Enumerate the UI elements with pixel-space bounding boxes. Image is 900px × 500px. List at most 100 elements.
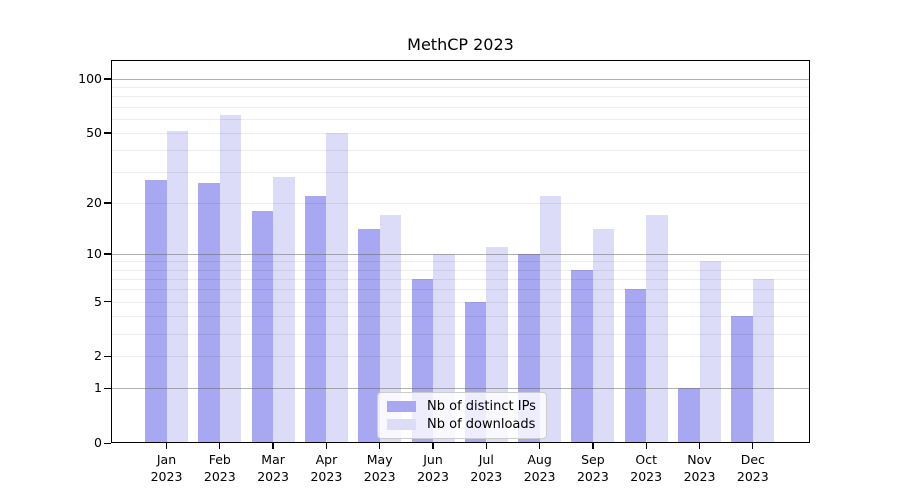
x-tick-mark-sep — [592, 443, 594, 449]
y-tick-mark-100 — [104, 78, 111, 80]
x-tick-mark-aug — [538, 443, 541, 449]
x-tick-month-mar: Mar — [261, 452, 285, 467]
x-tick-month-apr: Apr — [315, 452, 338, 467]
y-tick-mark-50 — [104, 132, 111, 134]
x-tick-year-jun: 2023 — [417, 468, 449, 484]
x-tick-year-nov: 2023 — [683, 468, 716, 484]
x-tick-label-oct: Oct 2023 — [614, 452, 678, 485]
bar-distinct-ips-oct — [624, 289, 647, 443]
legend-item-downloads: Nb of downloads — [387, 417, 536, 432]
x-tick-month-may: May — [366, 452, 393, 467]
gridline-minor-50 — [111, 132, 810, 134]
bar-downloads-aug — [539, 195, 562, 443]
x-tick-year-oct: 2023 — [630, 468, 663, 484]
legend: Nb of distinct IPs Nb of downloads — [377, 392, 547, 439]
x-tick-label-jun: Jun 2023 — [401, 452, 465, 485]
gridline-minor-20 — [111, 202, 810, 204]
x-tick-year-feb: 2023 — [203, 468, 236, 484]
bar-downloads-dec — [752, 278, 775, 443]
x-tick-mark-feb — [219, 443, 221, 449]
y-tick-mark-5 — [104, 301, 111, 303]
x-tick-mark-dec — [752, 443, 754, 449]
bar-downloads-jan — [166, 131, 188, 443]
x-tick-month-jun: Jun — [423, 452, 443, 467]
gridline-minor-9 — [111, 261, 810, 263]
gridline-minor-5 — [111, 301, 810, 303]
bar-distinct-ips-feb — [198, 182, 220, 443]
y-tick-label-2: 2 — [94, 348, 102, 364]
gridline-minor-40 — [111, 149, 810, 151]
legend-item-distinct-ips: Nb of distinct IPs — [387, 399, 536, 414]
y-tick-label-5: 5 — [94, 293, 102, 309]
grid-layer — [111, 60, 810, 443]
x-tick-month-sep: Sep — [581, 452, 605, 467]
gridline-major-1 — [111, 388, 810, 390]
gridline-minor-8 — [111, 269, 810, 271]
x-tick-month-jan: Jan — [156, 452, 177, 467]
x-tick-year-apr: 2023 — [310, 468, 343, 484]
bar-downloads-feb — [219, 114, 242, 443]
bar-distinct-ips-sep — [571, 269, 593, 443]
bar-distinct-ips-apr — [304, 195, 327, 443]
bar-distinct-ips-nov — [678, 388, 700, 443]
bar-downloads-may — [379, 214, 402, 443]
gridline-major-10 — [111, 253, 810, 255]
gridline-minor-30 — [111, 171, 810, 173]
gridline-major-100 — [111, 78, 810, 80]
x-tick-year-may: 2023 — [363, 468, 396, 484]
x-tick-year-sep: 2023 — [576, 468, 609, 484]
y-tick-mark-10 — [104, 253, 111, 255]
gridline-minor-6 — [111, 289, 810, 291]
legend-label-distinct-ips: Nb of distinct IPs — [427, 399, 536, 414]
x-tick-label-aug: Aug 2023 — [508, 452, 572, 485]
bar-distinct-ips-mar — [251, 210, 274, 443]
bar-downloads-apr — [326, 132, 348, 443]
y-tick-mark-20 — [104, 202, 111, 204]
x-tick-month-aug: Aug — [527, 452, 552, 467]
y-tick-mark-1 — [104, 387, 111, 390]
y-tick-label-20: 20 — [86, 194, 102, 210]
x-tick-mark-oct — [645, 443, 647, 449]
x-tick-label-may: May 2023 — [348, 452, 412, 485]
gridline-minor-2 — [111, 356, 810, 358]
y-tick-label-1: 1 — [94, 380, 102, 396]
x-tick-label-mar: Mar 2023 — [241, 452, 305, 485]
x-tick-mark-jul — [485, 443, 487, 449]
gridline-minor-60 — [111, 118, 810, 120]
y-tick-label-100: 100 — [78, 70, 102, 86]
y-tick-label-50: 50 — [86, 124, 102, 140]
x-tick-year-dec: 2023 — [736, 468, 769, 484]
x-tick-month-dec: Dec — [740, 452, 765, 467]
y-tick-label-0: 0 — [94, 435, 102, 450]
bar-distinct-ips-dec — [731, 315, 753, 443]
bar-downloads-mar — [273, 177, 295, 443]
x-tick-label-sep: Sep 2023 — [561, 452, 625, 485]
y-tick-label-10: 10 — [86, 245, 102, 261]
plot-area — [111, 60, 810, 443]
gridline-minor-4 — [111, 315, 810, 317]
x-tick-mark-jan — [165, 443, 168, 449]
bar-downloads-sep — [592, 229, 615, 443]
x-tick-label-apr: Apr 2023 — [294, 452, 358, 485]
legend-label-downloads: Nb of downloads — [427, 417, 536, 432]
gridline-minor-80 — [111, 96, 810, 98]
x-tick-year-jul: 2023 — [470, 468, 503, 484]
x-tick-month-oct: Oct — [635, 452, 657, 467]
bar-distinct-ips-may — [358, 229, 380, 443]
x-tick-month-nov: Nov — [687, 452, 712, 467]
bar-distinct-ips-jan — [145, 179, 167, 443]
x-tick-month-jul: Jul — [478, 452, 494, 467]
x-tick-label-jan: Jan 2023 — [135, 452, 199, 485]
gridline-minor-3 — [111, 333, 810, 335]
y-tick-mark-2 — [104, 355, 111, 358]
chart-title: MethCP 2023 — [407, 35, 514, 54]
bar-downloads-oct — [646, 214, 668, 443]
gridline-minor-7 — [111, 278, 810, 280]
x-tick-mark-nov — [698, 443, 701, 449]
x-tick-label-nov: Nov 2023 — [668, 452, 732, 485]
x-tick-year-aug: 2023 — [523, 468, 556, 484]
x-tick-mark-apr — [325, 443, 328, 449]
y-tick-mark-0 — [104, 442, 111, 444]
x-tick-mark-may — [379, 443, 381, 449]
x-tick-month-feb: Feb — [208, 452, 231, 467]
